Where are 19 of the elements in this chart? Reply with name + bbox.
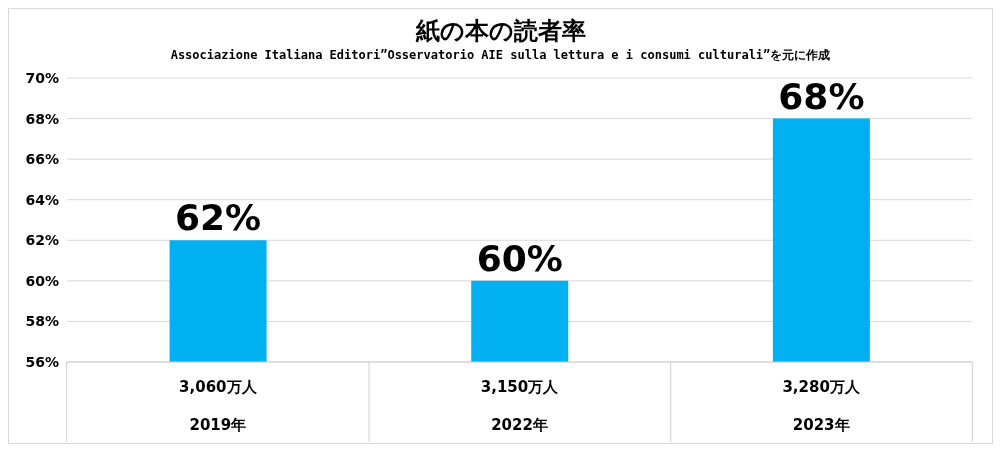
data-label: 68% (778, 75, 865, 117)
x-tick-label: 2019年 (189, 416, 247, 434)
y-tick-label: 62% (25, 232, 59, 249)
y-tick-label: 60% (25, 272, 59, 289)
chart-subtitle: Associazione Italiana Editori”Osservatorio AIE sulla lettura e i consumi culturali”を元に作成 (169, 47, 832, 64)
chart-title: 紙の本の読者率 (414, 16, 587, 47)
y-tick-label: 68% (25, 110, 59, 127)
x-tick-label: 2022年 (491, 416, 548, 434)
y-tick-label: 58% (25, 313, 59, 330)
text: 3,150万人 (480, 378, 560, 396)
y-tick-label: 70% (25, 69, 59, 86)
data-label: 62% (174, 197, 262, 239)
y-tick-label: 64% (25, 191, 59, 208)
text: 3,060万人 (179, 378, 258, 396)
data-label: 60% (476, 237, 563, 279)
x-tick-label: 2023年 (792, 416, 850, 434)
y-tick-label: 56% (25, 353, 59, 370)
y-tick-label: 66% (25, 151, 59, 168)
text: 3,280万人 (782, 378, 861, 396)
